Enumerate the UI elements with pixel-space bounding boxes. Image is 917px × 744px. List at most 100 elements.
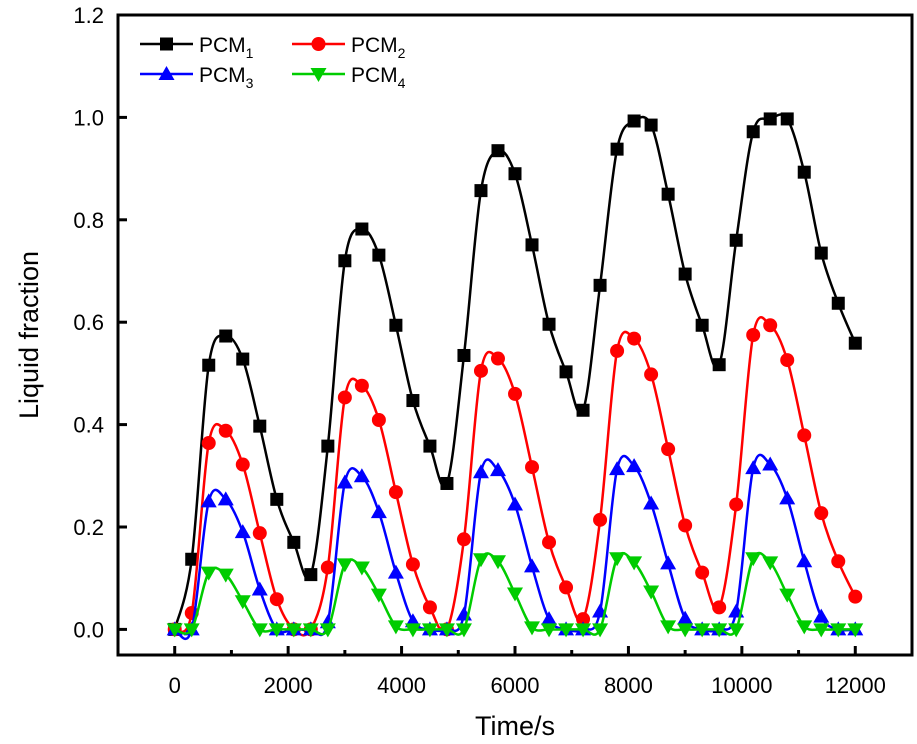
data-point-pcm1: [610, 142, 624, 156]
data-point-pcm2: [405, 557, 420, 572]
data-point-pcm4: [728, 623, 745, 638]
data-point-pcm4: [319, 623, 336, 638]
data-point-pcm3: [541, 611, 558, 626]
data-point-pcm3: [353, 468, 370, 483]
data-point-pcm3: [234, 524, 251, 539]
data-point-pcm4: [524, 621, 541, 636]
data-point-pcm2: [763, 318, 778, 333]
series-pcm1: [168, 112, 862, 636]
data-point-pcm4: [626, 556, 643, 571]
data-point-pcm1: [712, 358, 726, 372]
data-point-pcm1: [236, 352, 250, 366]
data-point-pcm4: [694, 623, 711, 638]
data-point-pcm1: [287, 535, 301, 549]
data-point-pcm2: [542, 535, 557, 550]
data-point-pcm4: [507, 587, 523, 602]
data-point-pcm2: [559, 580, 574, 595]
data-point-pcm2: [252, 526, 267, 541]
data-point-pcm1: [678, 267, 692, 281]
data-point-pcm4: [421, 623, 438, 638]
legend-marker: [310, 68, 327, 82]
data-point-pcm1: [576, 403, 590, 417]
data-point-pcm1: [814, 246, 828, 260]
data-point-pcm4: [711, 623, 728, 638]
data-point-pcm4: [234, 595, 251, 610]
data-point-pcm3: [609, 461, 626, 476]
data-point-pcm1: [661, 187, 675, 201]
x-tick-label: 8000: [604, 673, 653, 698]
data-point-pcm2: [508, 386, 522, 401]
data-point-pcm4: [592, 623, 609, 638]
data-point-pcm1: [491, 144, 505, 158]
series-line-pcm3: [174, 453, 856, 641]
data-point-pcm1: [253, 419, 267, 433]
data-point-pcm2: [235, 457, 250, 472]
x-tick-label: 12000: [825, 673, 886, 698]
data-point-pcm2: [831, 554, 846, 569]
data-point-pcm4: [217, 568, 234, 583]
data-point-pcm4: [251, 623, 268, 638]
data-point-pcm3: [762, 456, 779, 471]
data-point-pcm2: [627, 331, 642, 346]
legend-label: PCM1: [199, 34, 254, 61]
legend-label: PCM4: [351, 64, 406, 91]
data-point-pcm1: [542, 317, 556, 331]
data-point-pcm1: [644, 118, 658, 132]
data-point-pcm1: [508, 167, 522, 181]
data-point-pcm2: [695, 565, 710, 580]
data-point-pcm2: [269, 592, 284, 607]
data-point-pcm1: [695, 318, 709, 332]
x-tick-label: 2000: [264, 673, 313, 698]
data-point-pcm1: [406, 394, 420, 408]
legend-item-pcm4: PCM4: [292, 64, 406, 91]
data-point-pcm2: [320, 560, 335, 575]
data-point-pcm2: [746, 328, 761, 342]
data-point-pcm2: [218, 423, 233, 438]
data-point-pcm3: [507, 496, 523, 511]
data-point-pcm1: [559, 365, 573, 379]
data-point-pcm4: [762, 556, 779, 571]
data-point-pcm2: [814, 506, 829, 521]
data-point-pcm4: [285, 623, 302, 638]
data-point-pcm2: [644, 367, 659, 382]
plot-frame: [116, 13, 914, 657]
legend-item-pcm2: PCM2: [292, 34, 406, 61]
data-point-pcm1: [202, 358, 216, 372]
data-point-pcm1: [457, 348, 471, 362]
x-tick-label: 6000: [491, 673, 540, 698]
data-point-pcm2: [456, 532, 471, 547]
data-point-pcm4: [558, 623, 575, 638]
data-point-pcm4: [677, 623, 694, 638]
data-point-pcm2: [797, 428, 812, 443]
data-point-pcm2: [490, 351, 505, 366]
data-point-pcm2: [661, 442, 676, 457]
x-tick-label: 4000: [377, 673, 426, 698]
series-pcm4: [166, 551, 864, 638]
data-point-pcm3: [336, 474, 353, 489]
data-point-pcm1: [474, 184, 488, 198]
data-point-pcm2: [610, 343, 625, 358]
data-point-pcm1: [423, 439, 437, 453]
data-point-pcm3: [779, 490, 796, 505]
data-point-pcm2: [422, 600, 437, 615]
data-point-pcm4: [438, 623, 455, 638]
x-axis-title: Time/s: [475, 711, 555, 741]
data-point-pcm3: [677, 610, 694, 625]
data-point-pcm4: [830, 623, 847, 638]
data-point-pcm3: [251, 581, 268, 596]
data-point-pcm1: [355, 222, 369, 236]
y-axis: 0.0 0.2 0.4 0.6 0.8 1.0 1.2: [73, 3, 127, 642]
data-point-pcm1: [338, 254, 352, 268]
data-point-pcm3: [489, 462, 506, 477]
y-tick-label: 0.0: [73, 617, 104, 642]
data-point-pcm4: [745, 552, 762, 567]
data-point-pcm4: [370, 588, 387, 603]
data-point-pcm1: [304, 568, 318, 582]
data-point-pcm3: [524, 558, 541, 573]
legend-marker: [311, 37, 326, 51]
y-tick-label: 0.8: [73, 208, 104, 233]
x-tick-label: 10000: [711, 673, 772, 698]
data-point-pcm4: [268, 623, 285, 638]
data-point-pcm4: [489, 555, 506, 570]
